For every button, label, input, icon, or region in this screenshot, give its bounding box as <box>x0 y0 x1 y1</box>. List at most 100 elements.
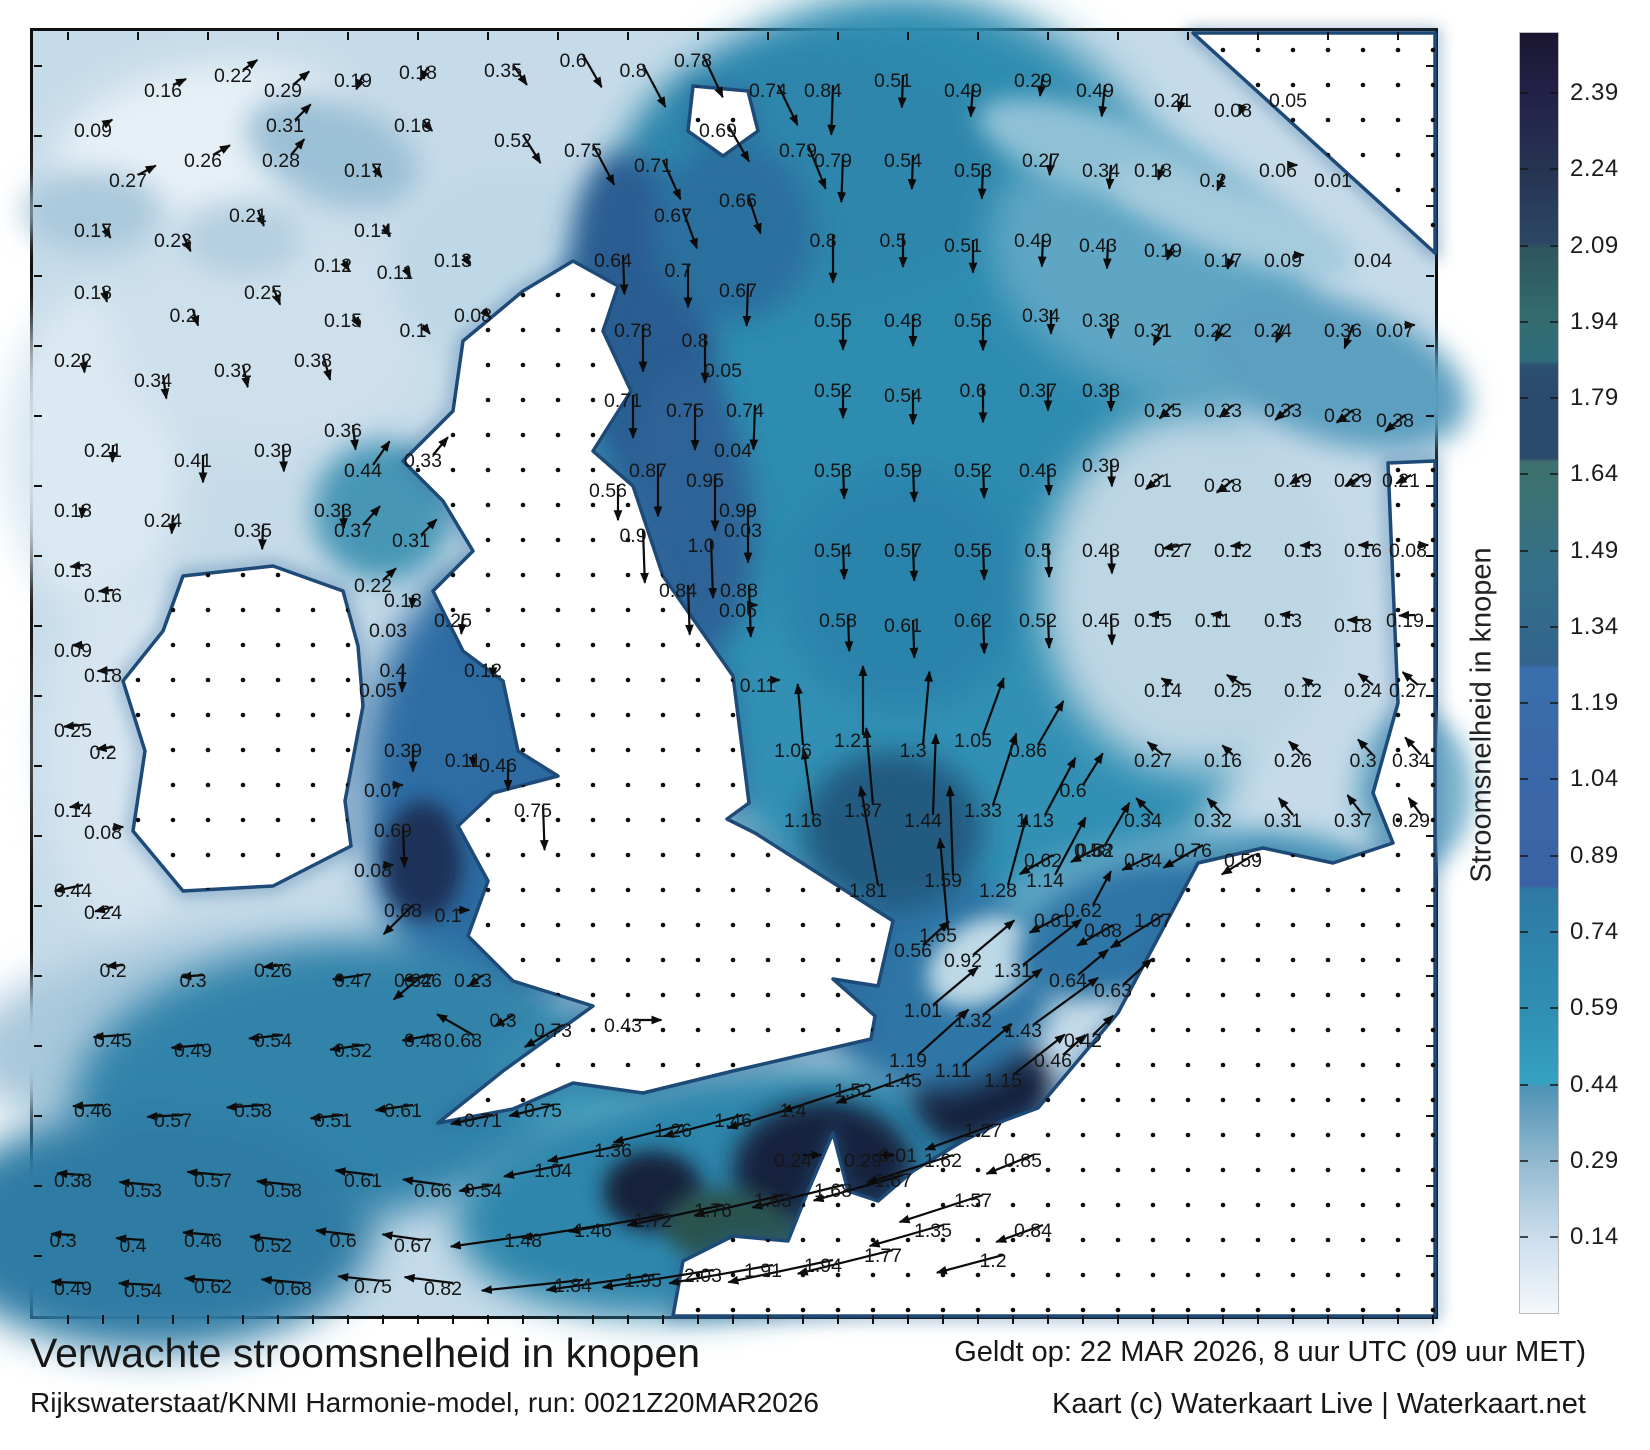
svg-text:0.27: 0.27 <box>1389 680 1427 702</box>
land-continent <box>671 459 1437 1318</box>
svg-text:1.4: 1.4 <box>779 1100 806 1122</box>
svg-text:0.13: 0.13 <box>1284 540 1322 562</box>
svg-text:0.04: 0.04 <box>714 440 752 462</box>
svg-text:0.58: 0.58 <box>264 1180 302 1202</box>
svg-text:0.6: 0.6 <box>959 380 986 402</box>
svg-text:0.03: 0.03 <box>369 620 407 642</box>
svg-text:0.12: 0.12 <box>464 660 502 682</box>
svg-text:0.56: 0.56 <box>894 940 932 962</box>
svg-text:0.17: 0.17 <box>74 220 112 242</box>
svg-text:0.54: 0.54 <box>464 1180 502 1202</box>
svg-text:0.6: 0.6 <box>559 50 586 72</box>
svg-text:0.38: 0.38 <box>54 1170 92 1192</box>
svg-text:0.31: 0.31 <box>1264 810 1302 832</box>
colorbar-tick: 1.19 <box>1570 689 1619 717</box>
svg-text:0.05: 0.05 <box>359 680 397 702</box>
svg-text:0.31: 0.31 <box>1134 320 1172 342</box>
colorbar-tick-mark <box>1520 1236 1528 1239</box>
svg-text:0.07: 0.07 <box>364 780 402 802</box>
svg-text:0.32: 0.32 <box>214 360 252 382</box>
svg-text:0.03: 0.03 <box>724 520 762 542</box>
svg-text:0.58: 0.58 <box>234 1100 272 1122</box>
svg-text:0.25: 0.25 <box>1144 400 1182 422</box>
svg-text:0.62: 0.62 <box>1024 850 1062 872</box>
svg-text:0.47: 0.47 <box>334 970 372 992</box>
svg-text:1.77: 1.77 <box>864 1245 902 1267</box>
svg-text:0.61: 0.61 <box>1034 910 1072 932</box>
svg-text:0.88: 0.88 <box>720 580 758 602</box>
svg-text:1.68: 1.68 <box>814 1180 852 1202</box>
svg-text:0.11: 0.11 <box>445 750 482 772</box>
svg-text:0.51: 0.51 <box>314 1110 352 1132</box>
colorbar-tick-mark <box>1550 244 1558 247</box>
svg-text:0.16: 0.16 <box>1344 540 1382 562</box>
svg-text:0.25: 0.25 <box>1214 680 1252 702</box>
svg-text:0.84: 0.84 <box>804 80 842 102</box>
colorbar-tick-mark <box>1550 473 1558 476</box>
svg-text:0.49: 0.49 <box>174 1040 212 1062</box>
svg-text:1.84: 1.84 <box>554 1275 592 1297</box>
colorbar-tick: 0.89 <box>1570 841 1619 869</box>
svg-text:0.8: 0.8 <box>809 230 836 252</box>
colorbar-tick-mark <box>1520 778 1528 781</box>
svg-text:0.29: 0.29 <box>1014 70 1052 92</box>
colorbar-tick: 2.09 <box>1570 231 1619 259</box>
svg-text:0.26: 0.26 <box>1274 750 1312 772</box>
svg-text:0.9: 0.9 <box>619 525 646 547</box>
colorbar-tick-mark <box>1550 1236 1558 1239</box>
svg-text:0.56: 0.56 <box>589 480 627 502</box>
svg-text:0.79: 0.79 <box>814 150 852 172</box>
svg-text:1.46: 1.46 <box>714 1110 752 1132</box>
colorbar-tick-mark <box>1550 168 1558 171</box>
svg-text:1.14: 1.14 <box>1026 870 1064 892</box>
svg-text:0.25: 0.25 <box>54 720 92 742</box>
svg-text:0.3: 0.3 <box>49 1230 76 1252</box>
svg-text:0.28: 0.28 <box>262 150 300 172</box>
svg-text:0.6: 0.6 <box>1059 780 1086 802</box>
svg-text:0.2: 0.2 <box>89 742 116 764</box>
colorbar-tick-mark <box>1520 1007 1528 1010</box>
svg-text:0.69: 0.69 <box>374 820 412 842</box>
svg-text:1.0: 1.0 <box>687 535 714 557</box>
colorbar-tick-mark <box>1550 854 1558 857</box>
svg-text:1.07: 1.07 <box>1134 910 1172 932</box>
svg-text:0.8: 0.8 <box>619 60 646 82</box>
colorbar-tick-mark <box>1520 702 1528 705</box>
svg-text:1.46: 1.46 <box>574 1220 612 1242</box>
svg-text:0.1: 0.1 <box>399 320 426 342</box>
svg-text:0.68: 0.68 <box>384 900 422 922</box>
svg-text:0.27: 0.27 <box>1022 150 1060 172</box>
current-arrows <box>50 54 1430 1294</box>
svg-text:0.52: 0.52 <box>334 1040 372 1062</box>
colorbar-tick: 1.49 <box>1570 536 1619 564</box>
svg-text:0.25: 0.25 <box>244 282 282 304</box>
svg-text:1.36: 1.36 <box>594 1140 632 1162</box>
svg-text:0.1: 0.1 <box>434 905 461 927</box>
svg-text:0.46: 0.46 <box>1019 460 1057 482</box>
svg-text:0.52: 0.52 <box>254 1235 292 1257</box>
svg-text:0.33: 0.33 <box>1082 310 1120 332</box>
colorbar-tick-mark <box>1520 244 1528 247</box>
svg-text:0.19: 0.19 <box>1274 470 1312 492</box>
svg-text:0.57: 0.57 <box>884 540 922 562</box>
svg-text:0.74: 0.74 <box>749 80 787 102</box>
map-svg: 0.09 0.16 0.22 0.27 0.26 0.29 0.31 0.28 0.19 0.18… <box>0 0 1473 1351</box>
svg-text:0.44: 0.44 <box>344 460 382 482</box>
svg-text:0.17: 0.17 <box>1204 250 1242 272</box>
model-run-info: Rijkswaterstaat/KNMI Harmonie-model, run… <box>30 1387 819 1418</box>
colorbar-tick: 0.44 <box>1570 1070 1619 1098</box>
svg-text:0.34: 0.34 <box>134 370 172 392</box>
svg-text:0.44: 0.44 <box>54 880 92 902</box>
svg-text:0.43: 0.43 <box>1082 540 1120 562</box>
svg-text:0.76: 0.76 <box>1174 840 1212 862</box>
colorbar-tick: 1.79 <box>1570 384 1619 412</box>
svg-text:0.13: 0.13 <box>1264 610 1302 632</box>
colorbar-tick: 0.14 <box>1570 1223 1619 1251</box>
svg-text:0.22: 0.22 <box>54 350 92 372</box>
colorbar-tick: 1.64 <box>1570 460 1619 488</box>
svg-text:1.28: 1.28 <box>979 880 1017 902</box>
svg-text:0.12: 0.12 <box>314 255 352 277</box>
svg-text:2.03: 2.03 <box>684 1265 722 1287</box>
colorbar-tick-mark <box>1550 625 1558 628</box>
svg-text:0.14: 0.14 <box>54 800 92 822</box>
